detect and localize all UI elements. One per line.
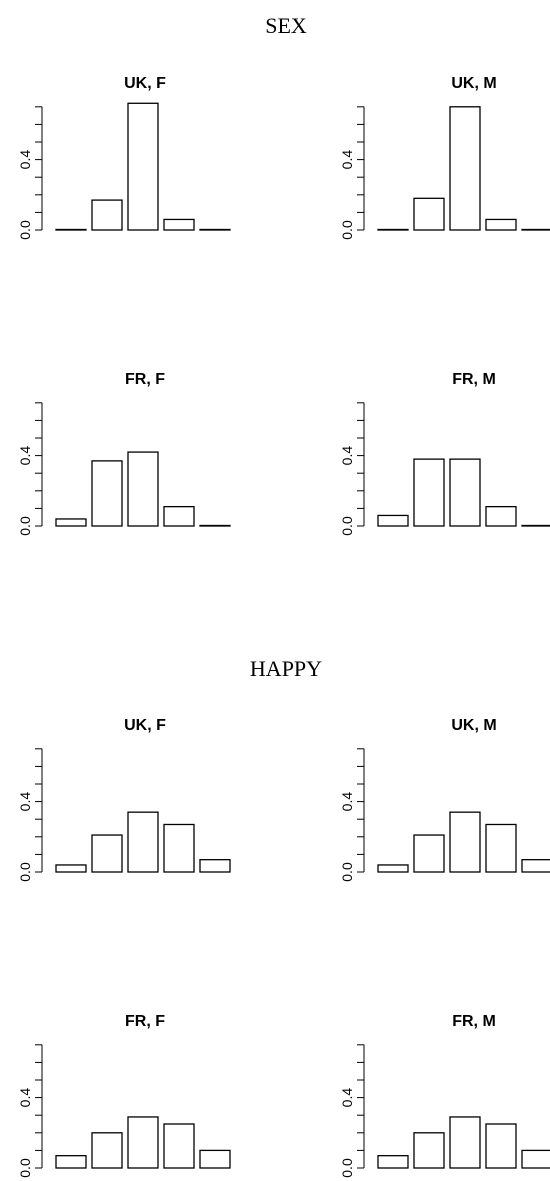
y-tick-label: 0.0 bbox=[339, 516, 355, 536]
panel-title: FR, M bbox=[452, 371, 496, 388]
bar bbox=[413, 458, 445, 527]
y-tick-label: 0.4 bbox=[339, 150, 355, 170]
panel-title: UK, F bbox=[124, 75, 166, 92]
bar bbox=[55, 228, 87, 231]
bar-panel: UK, F 0.0 0.4 bbox=[17, 75, 231, 240]
panel-title: FR, F bbox=[125, 371, 165, 388]
bar bbox=[449, 1116, 481, 1169]
y-tick-label: 0.0 bbox=[339, 1158, 355, 1178]
panel-title: UK, M bbox=[451, 75, 496, 92]
bar bbox=[91, 834, 123, 873]
y-tick-label: 0.0 bbox=[17, 220, 33, 240]
bar bbox=[377, 1155, 409, 1169]
bar-panel: UK, M 0.0 0.4 bbox=[339, 75, 550, 240]
y-tick-label: 0.4 bbox=[17, 446, 33, 466]
bar-panel: UK, M 0.0 0.4 bbox=[339, 717, 550, 882]
y-tick-label: 0.4 bbox=[339, 446, 355, 466]
bar bbox=[449, 811, 481, 873]
bar-panel: FR, M 0.0 0.4 bbox=[339, 371, 550, 536]
bar bbox=[521, 524, 550, 527]
bar bbox=[485, 823, 517, 873]
bar-panel: FR, M 0.0 0.4 bbox=[339, 1013, 550, 1178]
bar bbox=[127, 102, 159, 231]
bar bbox=[521, 228, 550, 231]
bar bbox=[413, 197, 445, 231]
bar bbox=[449, 458, 481, 527]
panel-title: UK, M bbox=[451, 717, 496, 734]
bar-panel: UK, F 0.0 0.4 bbox=[17, 717, 231, 882]
y-tick-label: 0.0 bbox=[17, 1158, 33, 1178]
bar bbox=[413, 1132, 445, 1169]
y-tick-label: 0.4 bbox=[17, 150, 33, 170]
y-tick-label: 0.0 bbox=[339, 220, 355, 240]
bar bbox=[91, 460, 123, 527]
bar bbox=[377, 864, 409, 873]
bar bbox=[55, 1155, 87, 1169]
y-tick-label: 0.4 bbox=[339, 792, 355, 812]
bar bbox=[163, 823, 195, 873]
bar bbox=[55, 864, 87, 873]
y-tick-label: 0.4 bbox=[17, 1088, 33, 1108]
y-tick-label: 0.4 bbox=[339, 1088, 355, 1108]
bar bbox=[199, 228, 231, 231]
bar bbox=[449, 106, 481, 231]
bar bbox=[199, 1149, 231, 1169]
bar bbox=[199, 524, 231, 527]
y-tick-label: 0.0 bbox=[339, 862, 355, 882]
bar bbox=[485, 505, 517, 527]
bar bbox=[485, 1123, 517, 1169]
bar bbox=[55, 518, 87, 527]
bar bbox=[127, 1116, 159, 1169]
section-title-sex: SEX bbox=[265, 13, 307, 38]
bar bbox=[163, 505, 195, 527]
bar bbox=[127, 451, 159, 527]
bar bbox=[199, 859, 231, 873]
y-tick-label: 0.0 bbox=[17, 862, 33, 882]
bar bbox=[91, 199, 123, 231]
panel-title: FR, F bbox=[125, 1013, 165, 1030]
bar bbox=[127, 811, 159, 873]
y-tick-label: 0.0 bbox=[17, 516, 33, 536]
bar bbox=[521, 859, 550, 873]
bar bbox=[521, 1149, 550, 1169]
panel-title: FR, M bbox=[452, 1013, 496, 1030]
y-tick-label: 0.4 bbox=[17, 792, 33, 812]
bar bbox=[377, 514, 409, 527]
section-title-happy: HAPPY bbox=[250, 656, 322, 681]
bar bbox=[485, 218, 517, 231]
panel-title: UK, F bbox=[124, 717, 166, 734]
bar-panel: FR, F 0.0 0.4 bbox=[17, 1013, 231, 1178]
bar bbox=[377, 228, 409, 231]
bar bbox=[163, 218, 195, 231]
bar bbox=[91, 1132, 123, 1169]
bar-panel: FR, F 0.0 0.4 bbox=[17, 371, 231, 536]
bar bbox=[413, 834, 445, 873]
bar bbox=[163, 1123, 195, 1169]
